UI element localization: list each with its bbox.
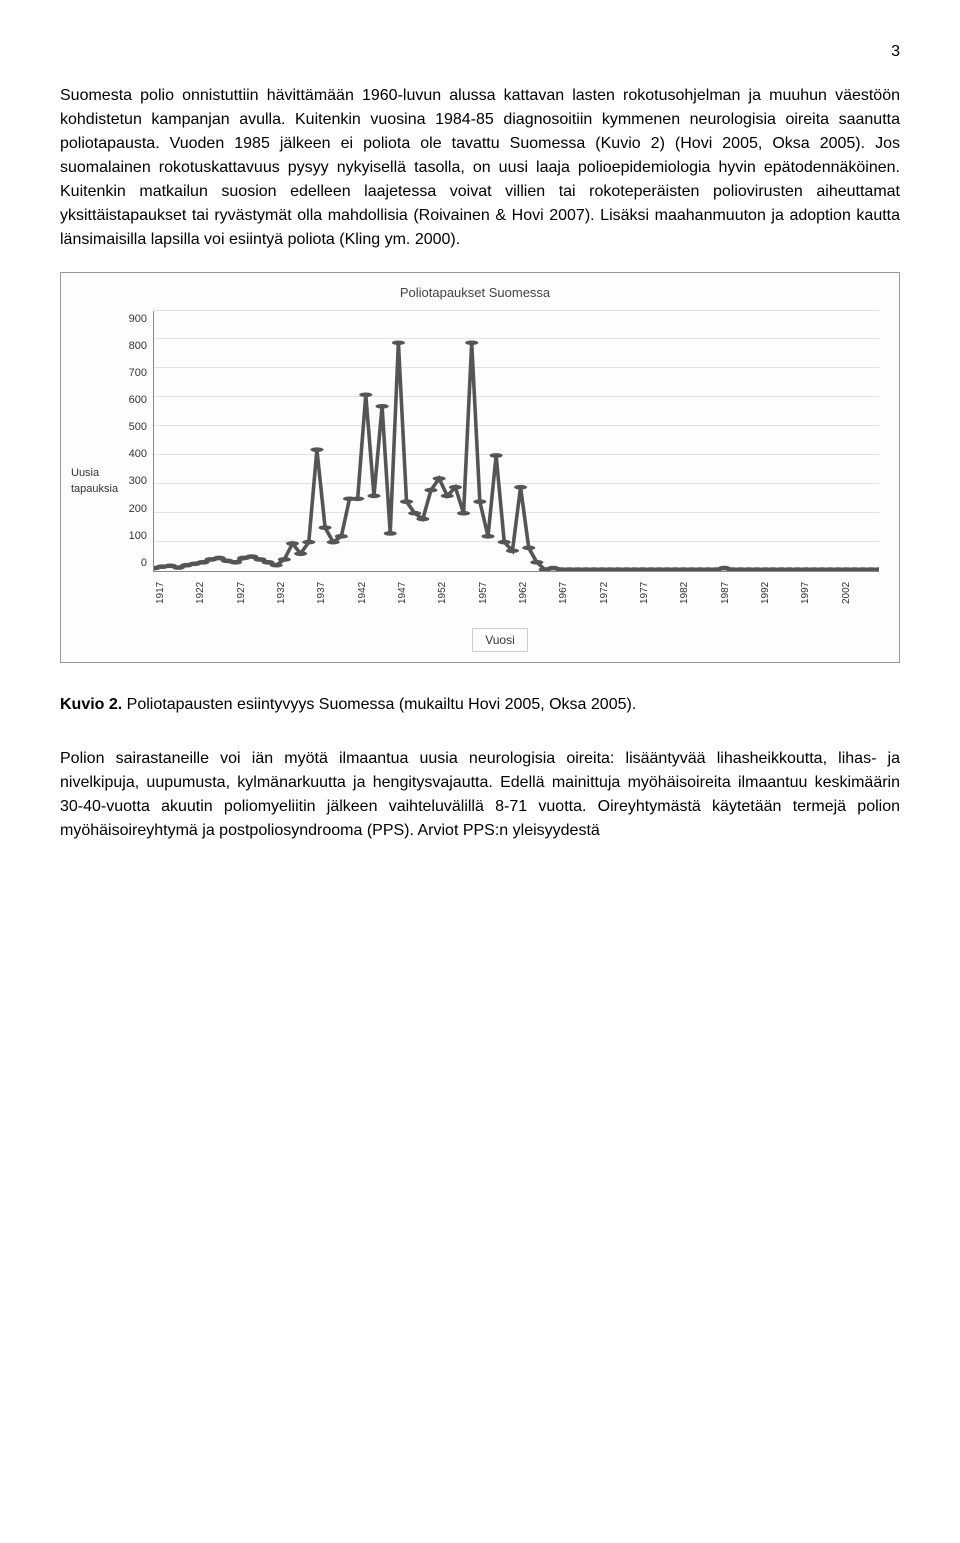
x-tick: 1922 — [193, 576, 233, 610]
x-tick: 1977 — [637, 576, 677, 610]
x-tick: 1957 — [476, 576, 516, 610]
figure-caption: Kuvio 2. Poliotapausten esiintyvyys Suom… — [60, 693, 900, 717]
y-tick: 700 — [121, 365, 147, 382]
chart-y-axis: 900 800 700 600 500 400 300 200 100 0 — [121, 311, 153, 572]
caption-bold: Kuvio 2. — [60, 696, 122, 713]
caption-text: Poliotapausten esiintyvyys Suomessa (muk… — [122, 696, 636, 713]
x-tick: 1982 — [677, 576, 717, 610]
y-tick: 0 — [121, 555, 147, 572]
x-tick: 1992 — [758, 576, 798, 610]
y-tick: 500 — [121, 419, 147, 436]
x-tick: 1967 — [556, 576, 596, 610]
chart-x-axis: 1917192219271932193719421947195219571962… — [153, 572, 879, 610]
y-tick: 100 — [121, 528, 147, 545]
x-tick: 1987 — [718, 576, 758, 610]
x-tick: 1927 — [234, 576, 274, 610]
x-tick: 1937 — [314, 576, 354, 610]
chart-xlabel: Vuosi — [472, 628, 528, 652]
x-tick: 1932 — [274, 576, 314, 610]
paragraph-2: Polion sairastaneille voi iän myötä ilma… — [60, 747, 900, 843]
page-number: 3 — [60, 40, 900, 64]
chart-plot-area — [153, 311, 879, 572]
y-tick: 200 — [121, 501, 147, 518]
x-tick: 1972 — [597, 576, 637, 610]
y-tick: 300 — [121, 473, 147, 490]
chart-ylabel: Uusia tapauksia — [71, 311, 121, 652]
polio-chart: Poliotapaukset Suomessa Uusia tapauksia … — [60, 272, 900, 663]
y-tick: 900 — [121, 311, 147, 328]
x-tick: 1952 — [435, 576, 475, 610]
x-tick: 1962 — [516, 576, 556, 610]
x-tick: 1942 — [355, 576, 395, 610]
chart-title: Poliotapaukset Suomessa — [71, 283, 879, 303]
x-tick: 1947 — [395, 576, 435, 610]
y-tick: 400 — [121, 446, 147, 463]
x-tick: 1917 — [153, 576, 193, 610]
paragraph-1: Suomesta polio onnistuttiin hävittämään … — [60, 84, 900, 252]
x-tick: 1997 — [798, 576, 838, 610]
y-tick: 800 — [121, 338, 147, 355]
y-tick: 600 — [121, 392, 147, 409]
x-tick: 2002 — [839, 576, 879, 610]
